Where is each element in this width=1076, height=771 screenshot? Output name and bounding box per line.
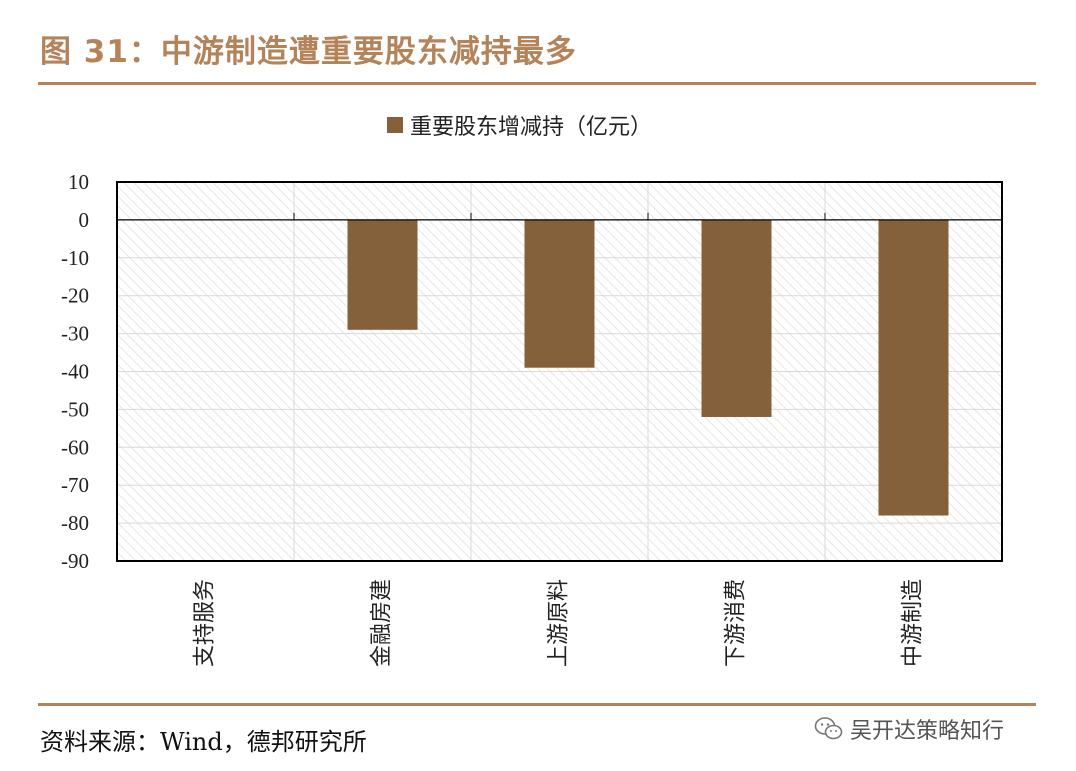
y-tick-label: 0: [79, 208, 90, 232]
legend-swatch: [387, 117, 403, 133]
y-tick-label: -40: [61, 360, 89, 384]
bar: [701, 219, 772, 417]
y-tick-label: -50: [61, 397, 89, 421]
x-category-label: 金融房建: [370, 579, 395, 667]
y-axis-ticks: 10 0 -10 -20 -30 -40 -50 -60 -70 -80 -90: [61, 170, 89, 573]
x-category-label: 中游制造: [901, 579, 926, 667]
legend: 重要股东增减持（亿元）: [387, 115, 652, 140]
y-tick-label: -10: [61, 246, 89, 270]
footer-divider: [38, 703, 1036, 706]
y-tick-label: -20: [61, 284, 89, 308]
legend-label: 重要股东增减持（亿元）: [410, 115, 652, 140]
y-tick-label: -90: [61, 549, 89, 573]
bar: [347, 219, 418, 330]
source-note: 资料来源：Wind，德邦研究所: [40, 728, 367, 756]
bar: [878, 219, 949, 516]
plot-frame: [116, 181, 1003, 562]
watermark: 吴开达策略知行: [814, 712, 1004, 746]
bar-chart: 10 0 -10 -20 -30 -40 -50 -60 -70 -80 -90 支持服务 金融房建 上…: [61, 115, 1003, 667]
x-category-label: 上游原料: [547, 579, 572, 667]
wechat-icon: [814, 717, 843, 740]
y-tick-label: -30: [61, 322, 89, 346]
bars: [347, 219, 949, 516]
x-category-label: 支持服务: [193, 579, 218, 667]
x-category-label: 下游消费: [724, 579, 749, 667]
title-divider: [38, 82, 1036, 85]
watermark-text: 吴开达策略知行: [850, 719, 1005, 744]
y-tick-label: -70: [61, 473, 89, 497]
category-dividers: [293, 182, 826, 561]
x-axis-categories: 支持服务 金融房建 上游原料 下游消费 中游制造: [193, 579, 926, 667]
bar: [524, 219, 595, 368]
y-tick-label: -60: [61, 435, 89, 459]
y-tick-label: -80: [61, 511, 89, 535]
y-tick-label: 10: [68, 170, 89, 194]
figure-title: 图 31：中游制造遭重要股东减持最多: [40, 34, 577, 70]
